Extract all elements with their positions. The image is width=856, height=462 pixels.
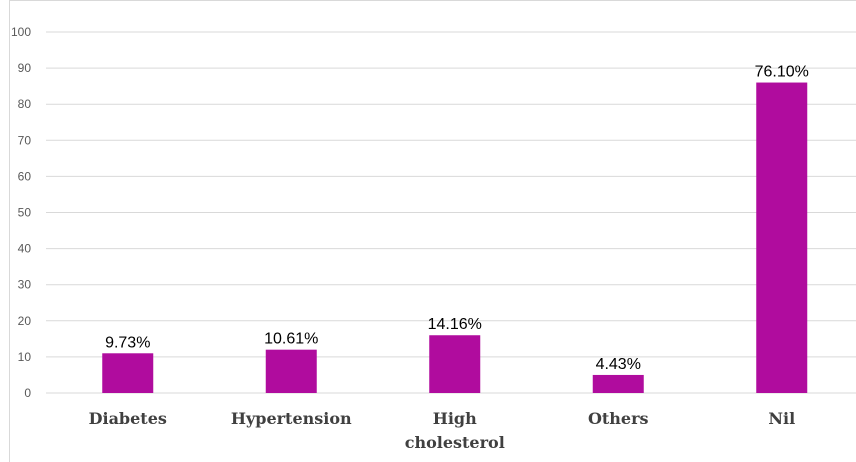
category-label-high-cholesterol-line-2: cholesterol: [405, 433, 505, 452]
data-label-diabetes: 9.73%: [105, 334, 150, 351]
y-tick-label-40: 40: [18, 242, 32, 256]
y-tick-label-0: 0: [24, 386, 31, 400]
bar-hypertension: [265, 349, 317, 393]
y-tick-label-20: 20: [18, 314, 32, 328]
bar-diabetes: [102, 353, 154, 393]
y-tick-label-80: 80: [18, 97, 32, 111]
data-label-others: 4.43%: [596, 356, 641, 373]
category-label-high-cholesterol-line-1: High: [433, 409, 477, 428]
data-labels: 9.73% 10.61% 14.16% 4.43% 76.10%: [105, 64, 809, 373]
category-label-diabetes: Diabetes: [89, 409, 167, 428]
y-tick-label-100: 100: [11, 25, 31, 39]
category-labels: Diabetes Hypertension High cholesterol Other…: [89, 409, 796, 452]
data-label-high-cholesterol: 14.16%: [428, 316, 482, 333]
y-axis-ticks: 0 10 20 30 40 50 60 70 80 90 100: [11, 25, 31, 400]
y-tick-label-30: 30: [18, 278, 32, 292]
data-label-nil: 76.10%: [755, 64, 809, 81]
data-label-hypertension: 10.61%: [264, 331, 318, 348]
y-tick-label-90: 90: [18, 61, 32, 75]
category-label-nil: Nil: [768, 409, 795, 428]
category-label-others: Others: [588, 409, 649, 428]
bar-others: [592, 374, 644, 393]
bars: [102, 82, 808, 393]
chart-frame: [9, 0, 856, 462]
y-tick-label-50: 50: [18, 206, 32, 220]
category-label-hypertension: Hypertension: [231, 409, 352, 428]
bar-high-cholesterol: [429, 335, 481, 393]
y-tick-label-70: 70: [18, 133, 32, 147]
y-tick-label-60: 60: [18, 169, 32, 183]
bar-nil: [756, 82, 808, 393]
y-tick-label-10: 10: [18, 350, 32, 364]
